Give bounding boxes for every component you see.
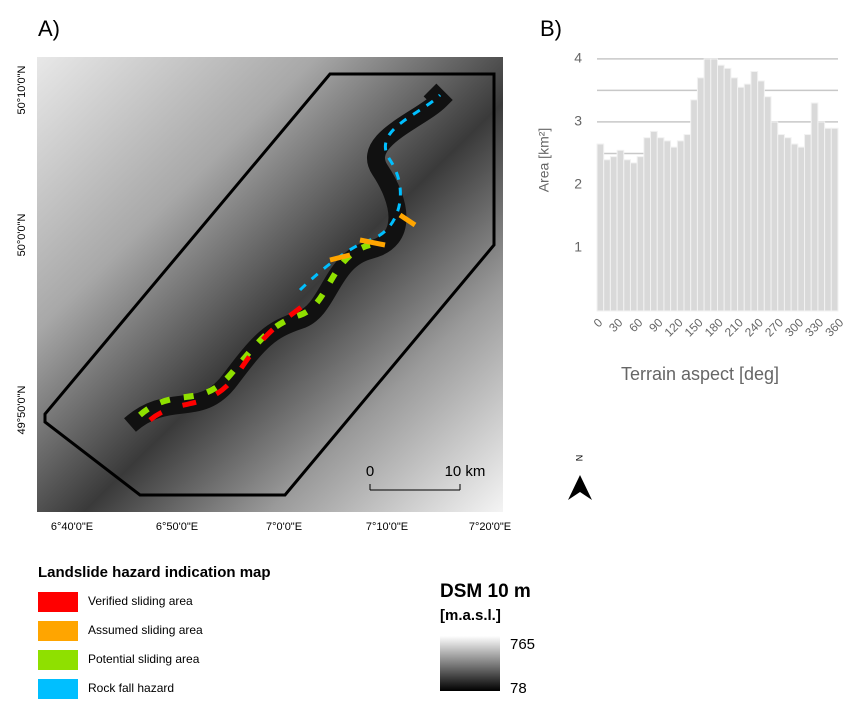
dsm-max: 765 <box>510 636 535 653</box>
map: 0 10 km <box>37 57 503 512</box>
bar <box>630 163 637 311</box>
scale-label: 10 km <box>445 463 486 480</box>
dsm-raster <box>37 57 503 512</box>
bar <box>744 84 751 311</box>
y-tick-label: 4 <box>574 50 582 66</box>
bar <box>718 65 725 311</box>
x-tick-label: 120 <box>662 315 686 339</box>
dsm-colorbar <box>440 636 500 691</box>
bar <box>784 138 791 311</box>
legend-swatch <box>38 679 78 699</box>
x-tick-label: 30 <box>606 315 626 335</box>
bar <box>610 157 617 311</box>
legend-label: Potential sliding area <box>88 652 200 666</box>
bar <box>657 138 664 311</box>
bar <box>671 147 678 311</box>
x-tick-label: 300 <box>782 315 806 339</box>
bar <box>704 59 711 311</box>
lon-label: 7°0'0"E <box>266 521 302 533</box>
x-tick-label: 150 <box>682 315 706 339</box>
bar <box>691 100 698 311</box>
x-tick-label: 270 <box>762 315 786 339</box>
bar <box>677 141 684 311</box>
bar <box>791 144 798 311</box>
bar <box>778 135 785 311</box>
y-tick-label: 3 <box>574 113 582 129</box>
north-arrow <box>568 475 592 500</box>
legend-swatch <box>38 592 78 612</box>
x-tick-label: 60 <box>626 315 646 335</box>
legend-swatch <box>38 621 78 641</box>
bar <box>651 131 658 311</box>
x-axis-title: Terrain aspect [deg] <box>621 364 779 384</box>
bar <box>751 72 758 311</box>
bar <box>818 122 825 311</box>
dsm-min: 78 <box>510 680 527 697</box>
bar <box>811 103 818 311</box>
y-axis-title: Area [km²] <box>536 128 552 193</box>
bar <box>831 128 838 311</box>
panel-label: A) <box>38 16 60 41</box>
bar <box>758 81 765 311</box>
bar <box>764 97 771 311</box>
bar <box>664 141 671 311</box>
lat-label: 50°10'0"N <box>16 65 28 114</box>
bar <box>731 78 738 311</box>
x-tick-label: 0 <box>591 315 606 330</box>
bar <box>637 157 644 311</box>
bar <box>805 135 812 311</box>
x-tick-label: 360 <box>822 315 843 339</box>
bar <box>711 59 718 311</box>
legend-label: Rock fall hazard <box>88 681 174 695</box>
bar <box>798 147 805 311</box>
legend: Verified sliding area Assumed sliding are… <box>38 592 203 699</box>
scale-label: 0 <box>366 463 374 480</box>
lon-label: 7°10'0"E <box>366 521 408 533</box>
legend-title: Landslide hazard indication map <box>38 564 271 581</box>
bar <box>597 144 604 311</box>
bar <box>624 160 631 311</box>
bar <box>724 68 731 311</box>
bar <box>738 87 745 311</box>
y-tick-label: 2 <box>574 176 582 192</box>
legend-swatch <box>38 650 78 670</box>
bar <box>697 78 704 311</box>
y-tick-label: 1 <box>574 239 582 255</box>
dsm-unit: [m.a.s.l.] <box>440 607 501 624</box>
x-tick-label: 330 <box>802 315 826 339</box>
lat-label: 50°0'0"N <box>16 214 28 257</box>
lon-label: 7°20'0"E <box>469 521 511 533</box>
bar <box>771 122 778 311</box>
panel-label: B) <box>540 16 562 41</box>
lon-label: 6°40'0"E <box>51 521 93 533</box>
x-tick-label: 240 <box>742 315 766 339</box>
lon-label: 6°50'0"E <box>156 521 198 533</box>
x-tick-label: 210 <box>722 315 746 339</box>
legend-label: Verified sliding area <box>88 594 193 608</box>
bar <box>825 128 832 311</box>
north-label: N <box>574 455 584 462</box>
figure: A) B) 0 10 km 50°10'0"N 50°0'0"N 49°50'0… <box>0 0 843 700</box>
bar <box>684 135 691 311</box>
lat-label: 49°50'0"N <box>16 385 28 434</box>
legend-label: Assumed sliding area <box>88 623 203 637</box>
x-tick-label: 180 <box>702 315 726 339</box>
bar <box>644 138 651 311</box>
dsm-title: DSM 10 m <box>440 581 531 602</box>
bar <box>617 150 624 311</box>
bar <box>604 160 611 311</box>
